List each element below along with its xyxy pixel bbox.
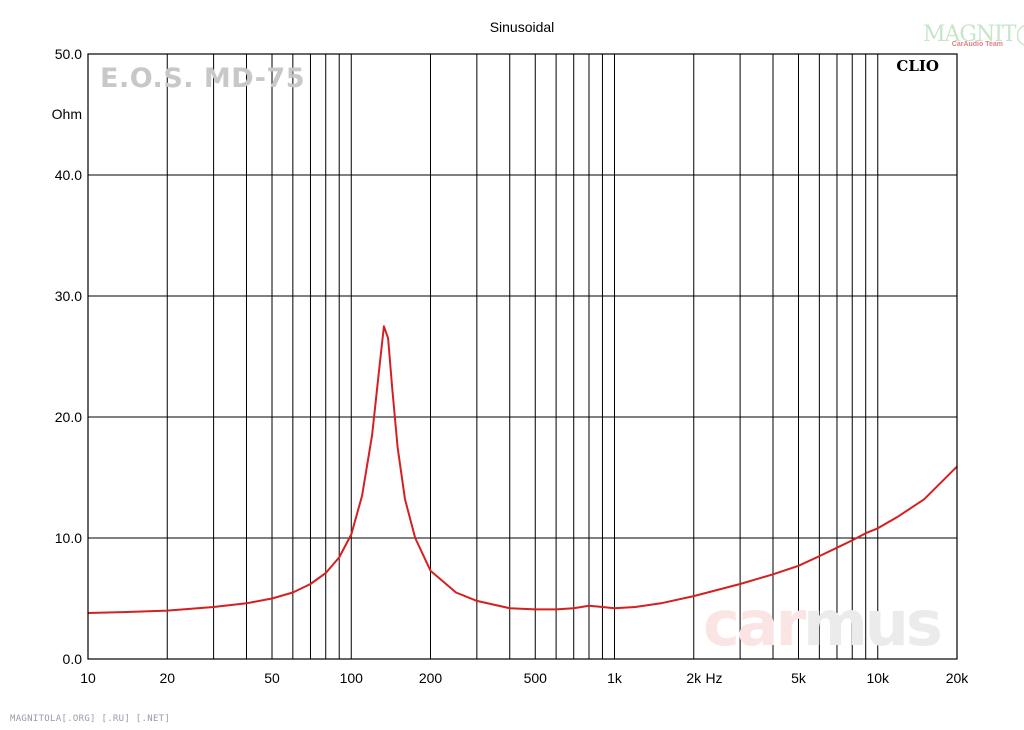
x-tick-label: 100 [340, 670, 364, 686]
y-axis-tick-labels: 0.0 10.0 20.0 30.0 40.0 50.0 [55, 46, 82, 667]
y-tick-label: 40.0 [55, 167, 82, 183]
clio-logo: CLIO [896, 57, 939, 75]
x-tick-label: 20 [159, 670, 175, 686]
carmus-watermark: carmus [703, 587, 940, 660]
x-tick-label: 5k [791, 670, 807, 686]
y-tick-label: 30.0 [55, 288, 82, 304]
y-tick-label: 10.0 [55, 530, 82, 546]
y-tick-label: 0.0 [63, 651, 83, 667]
x-tick-label: 10 [80, 670, 96, 686]
x-tick-label: 200 [419, 670, 443, 686]
x-tick-label: 2k [686, 670, 702, 686]
vertical-gridlines [166, 54, 879, 659]
horizontal-gridlines [88, 174, 957, 539]
chart-title: Sinusoidal [490, 19, 555, 35]
x-axis-tick-labels: 10 20 50 100 200 500 1k 2k 5k 10k 20k [80, 670, 969, 686]
x-tick-label: 1k [607, 670, 623, 686]
y-axis-label: Ohm [52, 106, 82, 122]
carmus-mus: mus [803, 587, 940, 660]
y-tick-label: 50.0 [55, 46, 82, 62]
plot-frame [87, 53, 958, 660]
footer-watermark: MAGNITOLA[.ORG] [.RU] [.NET] [10, 714, 171, 724]
x-tick-label: 10k [866, 670, 890, 686]
model-watermark: E.O.S. MD-75 [100, 63, 305, 94]
x-axis-label: Hz [705, 670, 722, 686]
y-tick-label: 20.0 [55, 409, 82, 425]
impedance-curve [87, 325, 958, 614]
x-tick-label: 20k [946, 670, 970, 686]
carmus-car: car [703, 587, 807, 660]
magnitola-logo: MAGNIT◯LA CarAudio Team [923, 22, 1024, 48]
x-tick-label: 500 [524, 670, 548, 686]
magnitola-logo-subtext: CarAudio Team [952, 41, 1003, 48]
magnitola-logo-text: MAGNIT◯LA [923, 22, 1024, 47]
x-tick-label: 50 [264, 670, 280, 686]
